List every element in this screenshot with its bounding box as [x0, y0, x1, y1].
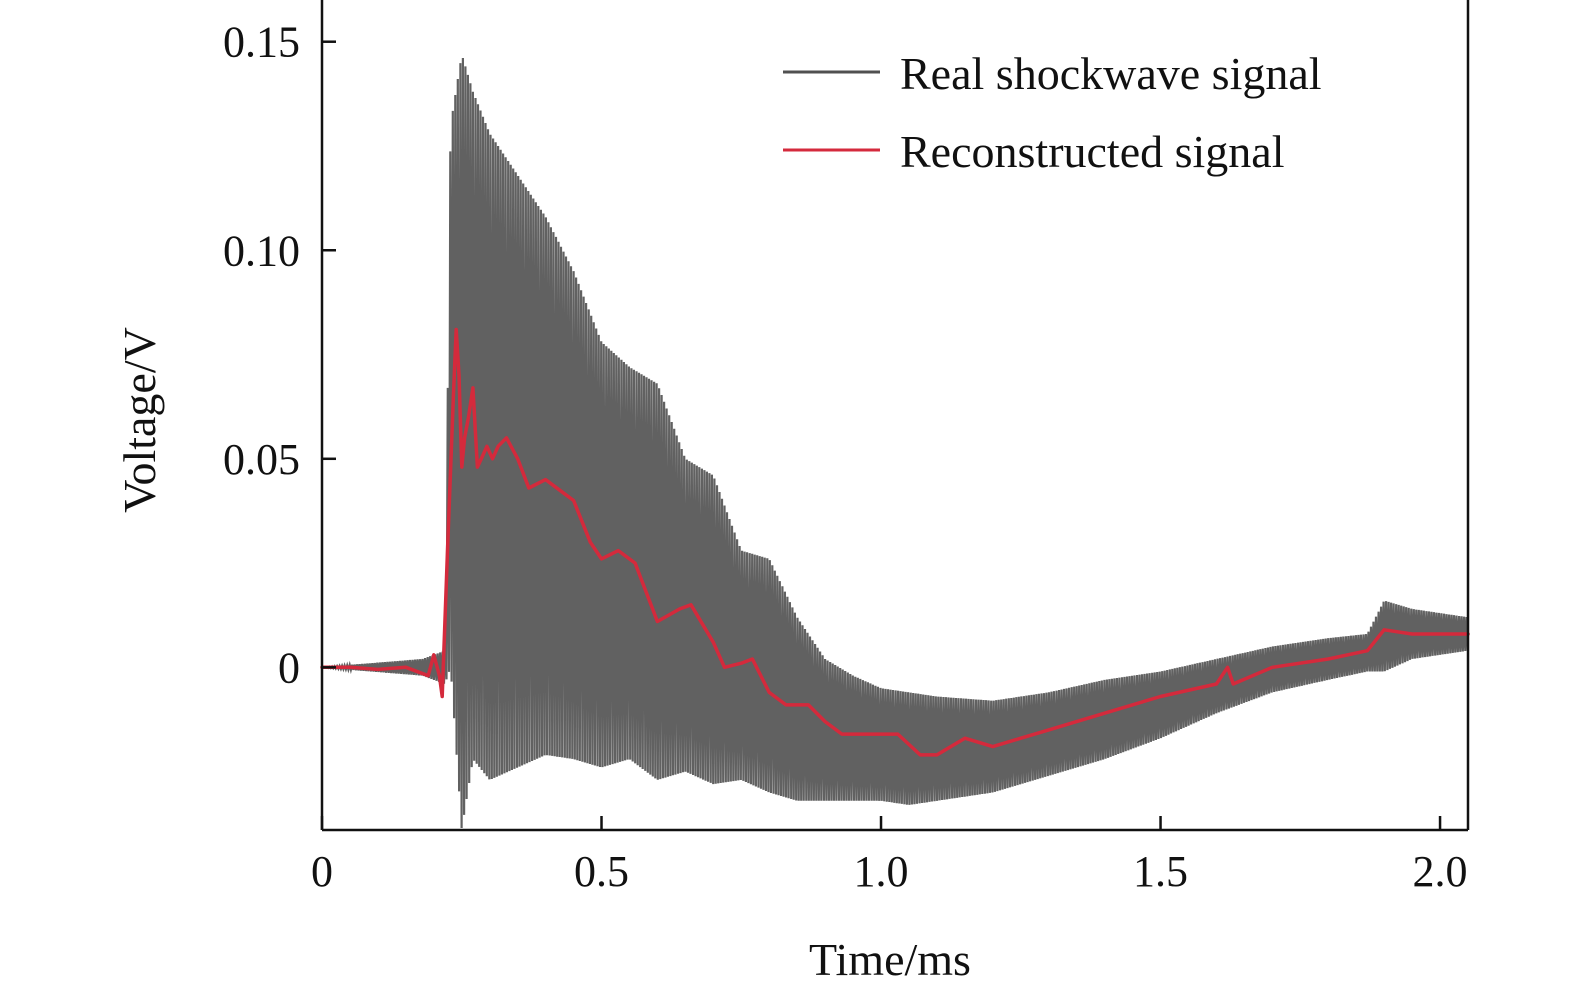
y-tick-label: 0.15	[223, 18, 300, 67]
series-real-shockwave-signal	[321, 57, 1469, 829]
series-reconstructed-signal	[320, 327, 1470, 757]
y-tick-label: 0.05	[223, 435, 300, 484]
y-axis-title: Voltage/V	[114, 327, 165, 513]
y-tick-label: 0	[278, 643, 300, 692]
legend-label-reconstructed-signal: Reconstructed signal	[900, 126, 1285, 177]
x-tick-label: 0.5	[574, 847, 629, 896]
axes: 0 0.5 1.0 1.5 2.0 0 0.05 0.10 0.15	[223, 0, 1470, 896]
legend-label-real-signal: Real shockwave signal	[900, 48, 1322, 99]
x-tick-label: 0	[311, 847, 333, 896]
x-tick-label: 2.0	[1413, 847, 1468, 896]
x-tick-label: 1.0	[854, 847, 909, 896]
plot-area	[320, 57, 1470, 829]
x-tick-label: 1.5	[1133, 847, 1188, 896]
x-axis-title: Time/ms	[809, 934, 971, 985]
y-tick-label: 0.10	[223, 226, 300, 275]
legend: Real shockwave signal Reconstructed sign…	[783, 48, 1322, 177]
